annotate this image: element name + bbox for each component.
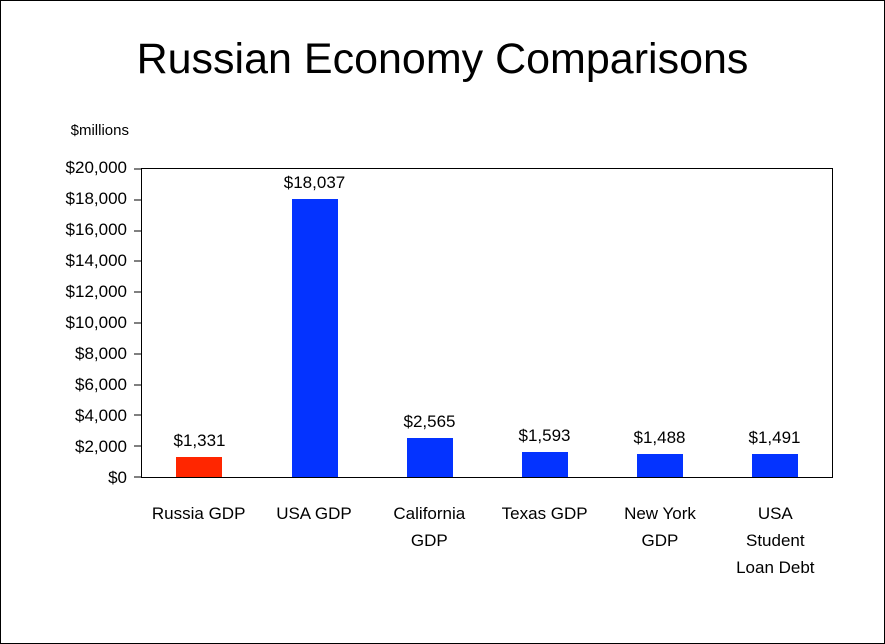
y-tick-label: $18,000: [65, 189, 127, 208]
y-tick-label: $10,000: [65, 313, 127, 332]
x-category-label: New York GDP: [624, 504, 696, 551]
bar-value-label: $1,491: [748, 428, 801, 448]
y-tick-label: $20,000: [65, 158, 127, 177]
tick-mark: [134, 353, 142, 355]
y-tick-label: $14,000: [65, 251, 127, 270]
tick-mark: [134, 199, 142, 201]
tick-mark: [134, 168, 142, 170]
tick-mark: [134, 445, 142, 447]
bar-value-label: $1,331: [173, 430, 226, 450]
bar-value-label: $2,565: [403, 411, 456, 431]
tick-mark: [134, 476, 142, 478]
tick-mark: [134, 291, 142, 293]
y-tick-label: $0: [108, 468, 127, 487]
y-tick-label: $12,000: [65, 282, 127, 301]
x-category-label: Russia GDP: [151, 504, 246, 523]
bar: [291, 199, 338, 477]
bar: [176, 456, 223, 477]
y-tick-label: $2,000: [75, 437, 127, 456]
x-category-label: USA Student Loan Debt: [736, 504, 815, 578]
y-tick-label: $8,000: [75, 344, 127, 363]
bar: [751, 454, 798, 477]
x-axis: Russia GDP USA GDP California GDP Texas GDP…: [141, 500, 833, 582]
x-category-label: Texas GDP: [501, 504, 588, 523]
bar-value-label: $1,593: [518, 426, 571, 446]
tick-mark: [134, 322, 142, 324]
y-axis: $0 $2,000 $4,000 $6,000 $8,000 $10,000 $12,000…: [1, 158, 127, 487]
bar-value-label: $18,037: [283, 173, 346, 193]
bar: [521, 452, 568, 477]
tick-mark: [134, 414, 142, 416]
plot-area: $1,331 $18,037 $2,565 $1,593 $1,488 $1,491: [134, 168, 833, 478]
y-tick-label: $16,000: [65, 220, 127, 239]
bar-value-label: $1,488: [633, 428, 686, 448]
x-category-label: USA GDP: [276, 504, 352, 523]
tick-mark: [134, 260, 142, 262]
y-tick-label: $6,000: [75, 375, 127, 394]
tick-mark: [134, 230, 142, 232]
x-category-label: California GDP: [393, 504, 466, 551]
y-tick-label: $4,000: [75, 406, 127, 425]
chart-title: Russian Economy Comparisons: [136, 35, 749, 83]
bar: [636, 454, 683, 477]
tick-mark: [134, 384, 142, 386]
bar: [406, 437, 453, 477]
unit-label: $millions: [70, 122, 129, 139]
